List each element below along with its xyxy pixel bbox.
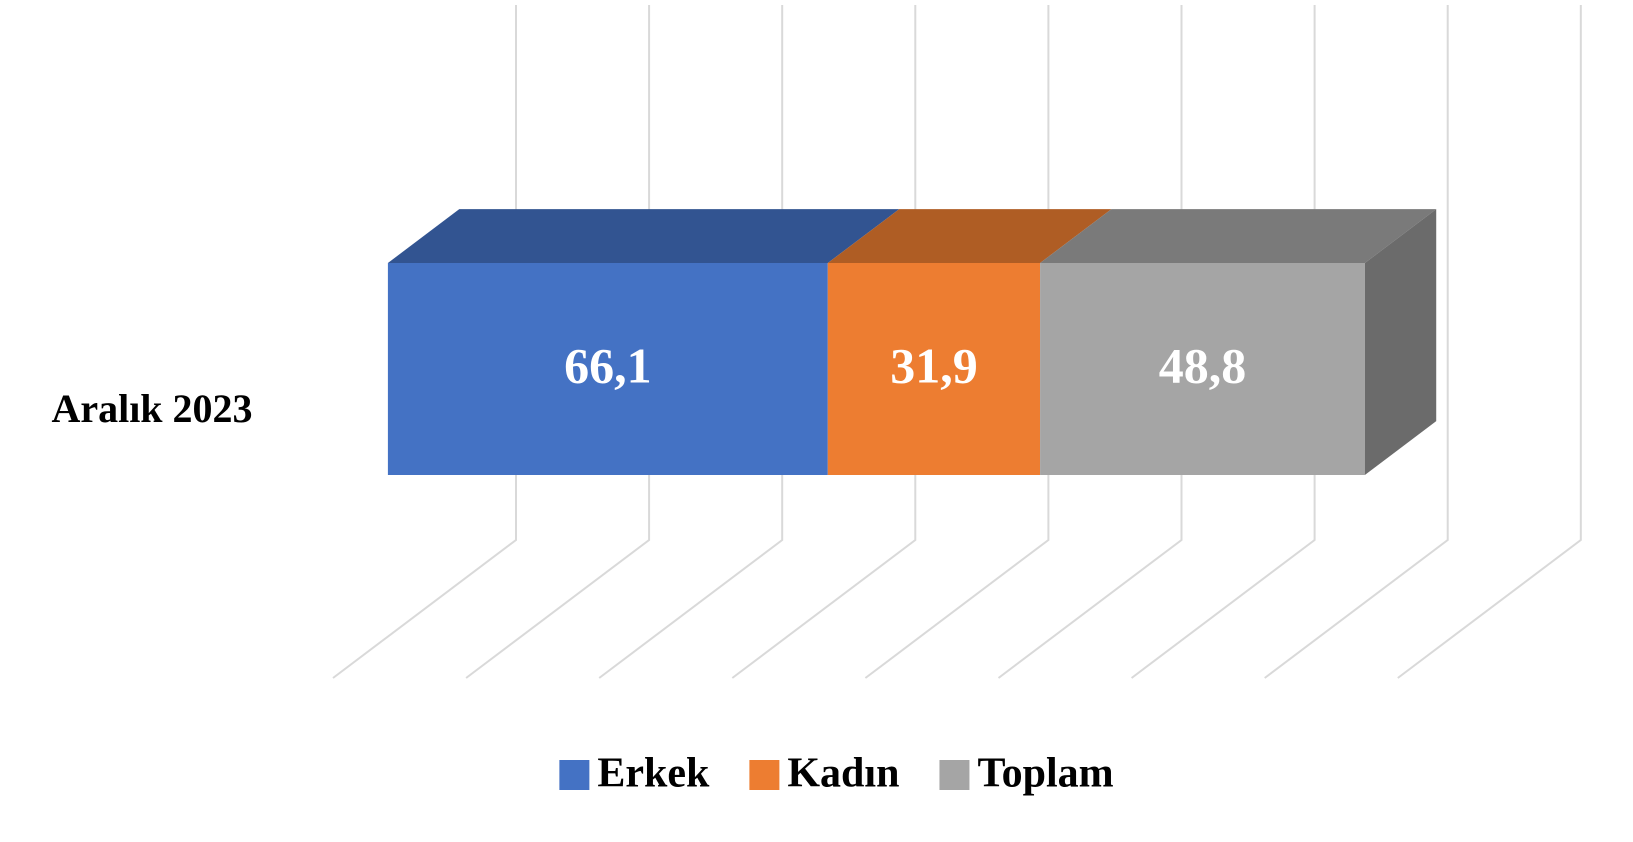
- grid-line: [465, 5, 651, 679]
- category-label: Aralık 2023: [51, 386, 252, 431]
- bar-front: [1040, 263, 1365, 475]
- legend-label: Erkek: [597, 751, 710, 797]
- bar-front: [387, 263, 828, 475]
- bar-front: [827, 263, 1041, 475]
- grid-line: [731, 5, 917, 679]
- bar-segment: [827, 209, 1112, 475]
- data-label: 31,9: [890, 337, 978, 393]
- legend-swatch: [559, 760, 590, 790]
- data-label: 66,1: [564, 337, 652, 393]
- grid-line: [997, 5, 1183, 679]
- grid-line: [1264, 5, 1449, 679]
- legend-label: Toplam: [977, 751, 1113, 797]
- legend-swatch: [939, 760, 970, 790]
- bar-segment: [387, 209, 900, 475]
- data-label: 48,8: [1159, 337, 1247, 393]
- bar-top: [827, 209, 1112, 263]
- bar-top: [387, 209, 900, 263]
- grid-line: [1130, 5, 1316, 679]
- bar-segment: [1040, 209, 1437, 475]
- bar-top: [1040, 209, 1437, 263]
- legend-swatch: [749, 760, 780, 790]
- grid-line: [1397, 5, 1582, 679]
- bar-side: [1364, 209, 1437, 475]
- legend-label: Kadın: [787, 751, 899, 797]
- legend: Erkek Kadın Toplam: [559, 751, 1114, 797]
- grid-line: [332, 5, 517, 679]
- grid-line: [864, 5, 1050, 679]
- grid-line: [598, 5, 784, 679]
